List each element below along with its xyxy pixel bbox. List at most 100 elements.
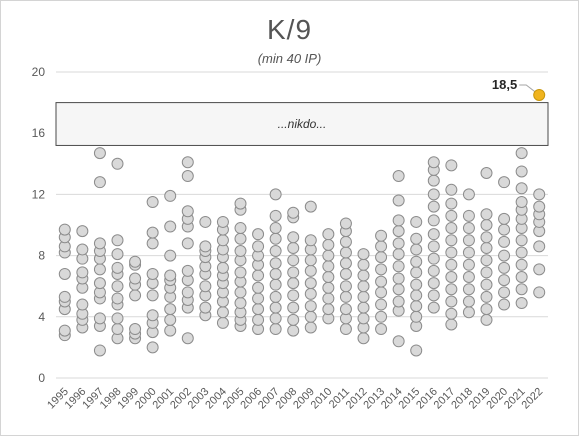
data-point [410,310,423,323]
data-point [252,292,265,305]
data-point [515,297,528,310]
data-point [146,341,159,354]
data-point [93,147,106,160]
data-point [410,232,423,245]
data-point [58,324,71,337]
data-point [462,188,475,201]
data-point [445,318,458,331]
data-point [375,251,388,264]
data-point [146,226,159,239]
data-point [287,254,300,267]
data-point [287,206,300,219]
data-point [287,241,300,254]
data-point [392,214,405,227]
highlight-point [533,88,546,101]
data-point [234,266,247,279]
data-point [339,257,352,270]
data-point [392,260,405,273]
data-point [234,297,247,310]
data-point [445,258,458,271]
data-point [445,246,458,259]
data-point [392,283,405,296]
data-point [164,269,177,282]
data-point [269,312,282,325]
data-point [181,170,194,183]
data-point [269,222,282,235]
data-point [164,313,177,326]
data-point [392,335,405,348]
data-point [76,225,89,238]
data-point [339,217,352,230]
data-point [322,303,335,316]
data-point [427,200,440,213]
data-point [234,222,247,235]
data-point [269,232,282,245]
data-point [181,205,194,218]
data-point [76,266,89,279]
data-point [164,249,177,262]
data-point [445,271,458,284]
data-point [76,298,89,311]
y-tick-label: 16 [32,126,46,140]
data-point [93,237,106,250]
data-point [146,309,159,322]
data-point [199,240,212,253]
data-point [462,258,475,271]
data-point [216,261,229,274]
data-point [287,289,300,302]
data-point [129,323,142,336]
data-point [480,231,493,244]
data-point [252,228,265,241]
data-point [410,289,423,302]
y-tick-label: 8 [38,249,45,263]
data-point [462,295,475,308]
data-point [427,214,440,227]
data-point [462,246,475,259]
data-point [462,283,475,296]
data-point [199,280,212,293]
data-point [445,222,458,235]
data-point [322,292,335,305]
data-point [216,215,229,228]
chart-subtitle: (min 40 IP) [257,51,322,66]
data-point [339,267,352,280]
data-point [269,290,282,303]
data-point [375,310,388,323]
data-point [410,266,423,279]
data-point [480,278,493,291]
data-point [339,280,352,293]
data-point [480,266,493,279]
data-point [498,249,511,262]
data-point [410,255,423,268]
data-point [515,283,528,296]
x-tick-label: 2022 [520,386,546,412]
data-point [339,323,352,336]
data-point [392,194,405,207]
data-point [304,321,317,334]
data-point [427,240,440,253]
data-point [252,269,265,282]
data-point [164,324,177,337]
data-point [533,240,546,253]
data-point [304,310,317,323]
data-point [129,289,142,302]
data-point [498,261,511,274]
data-point [533,200,546,213]
data-point [216,306,229,319]
data-point [322,238,335,251]
data-point [269,209,282,222]
data-point [410,278,423,291]
data-point [164,220,177,233]
data-point [480,166,493,179]
data-point [462,209,475,222]
data-point [427,174,440,187]
data-point [269,301,282,314]
data-point [164,189,177,202]
data-point [357,312,370,325]
data-point [304,264,317,277]
data-point [269,323,282,336]
data-point [76,243,89,256]
data-point [480,290,493,303]
data-point [427,228,440,241]
data-point [287,301,300,314]
